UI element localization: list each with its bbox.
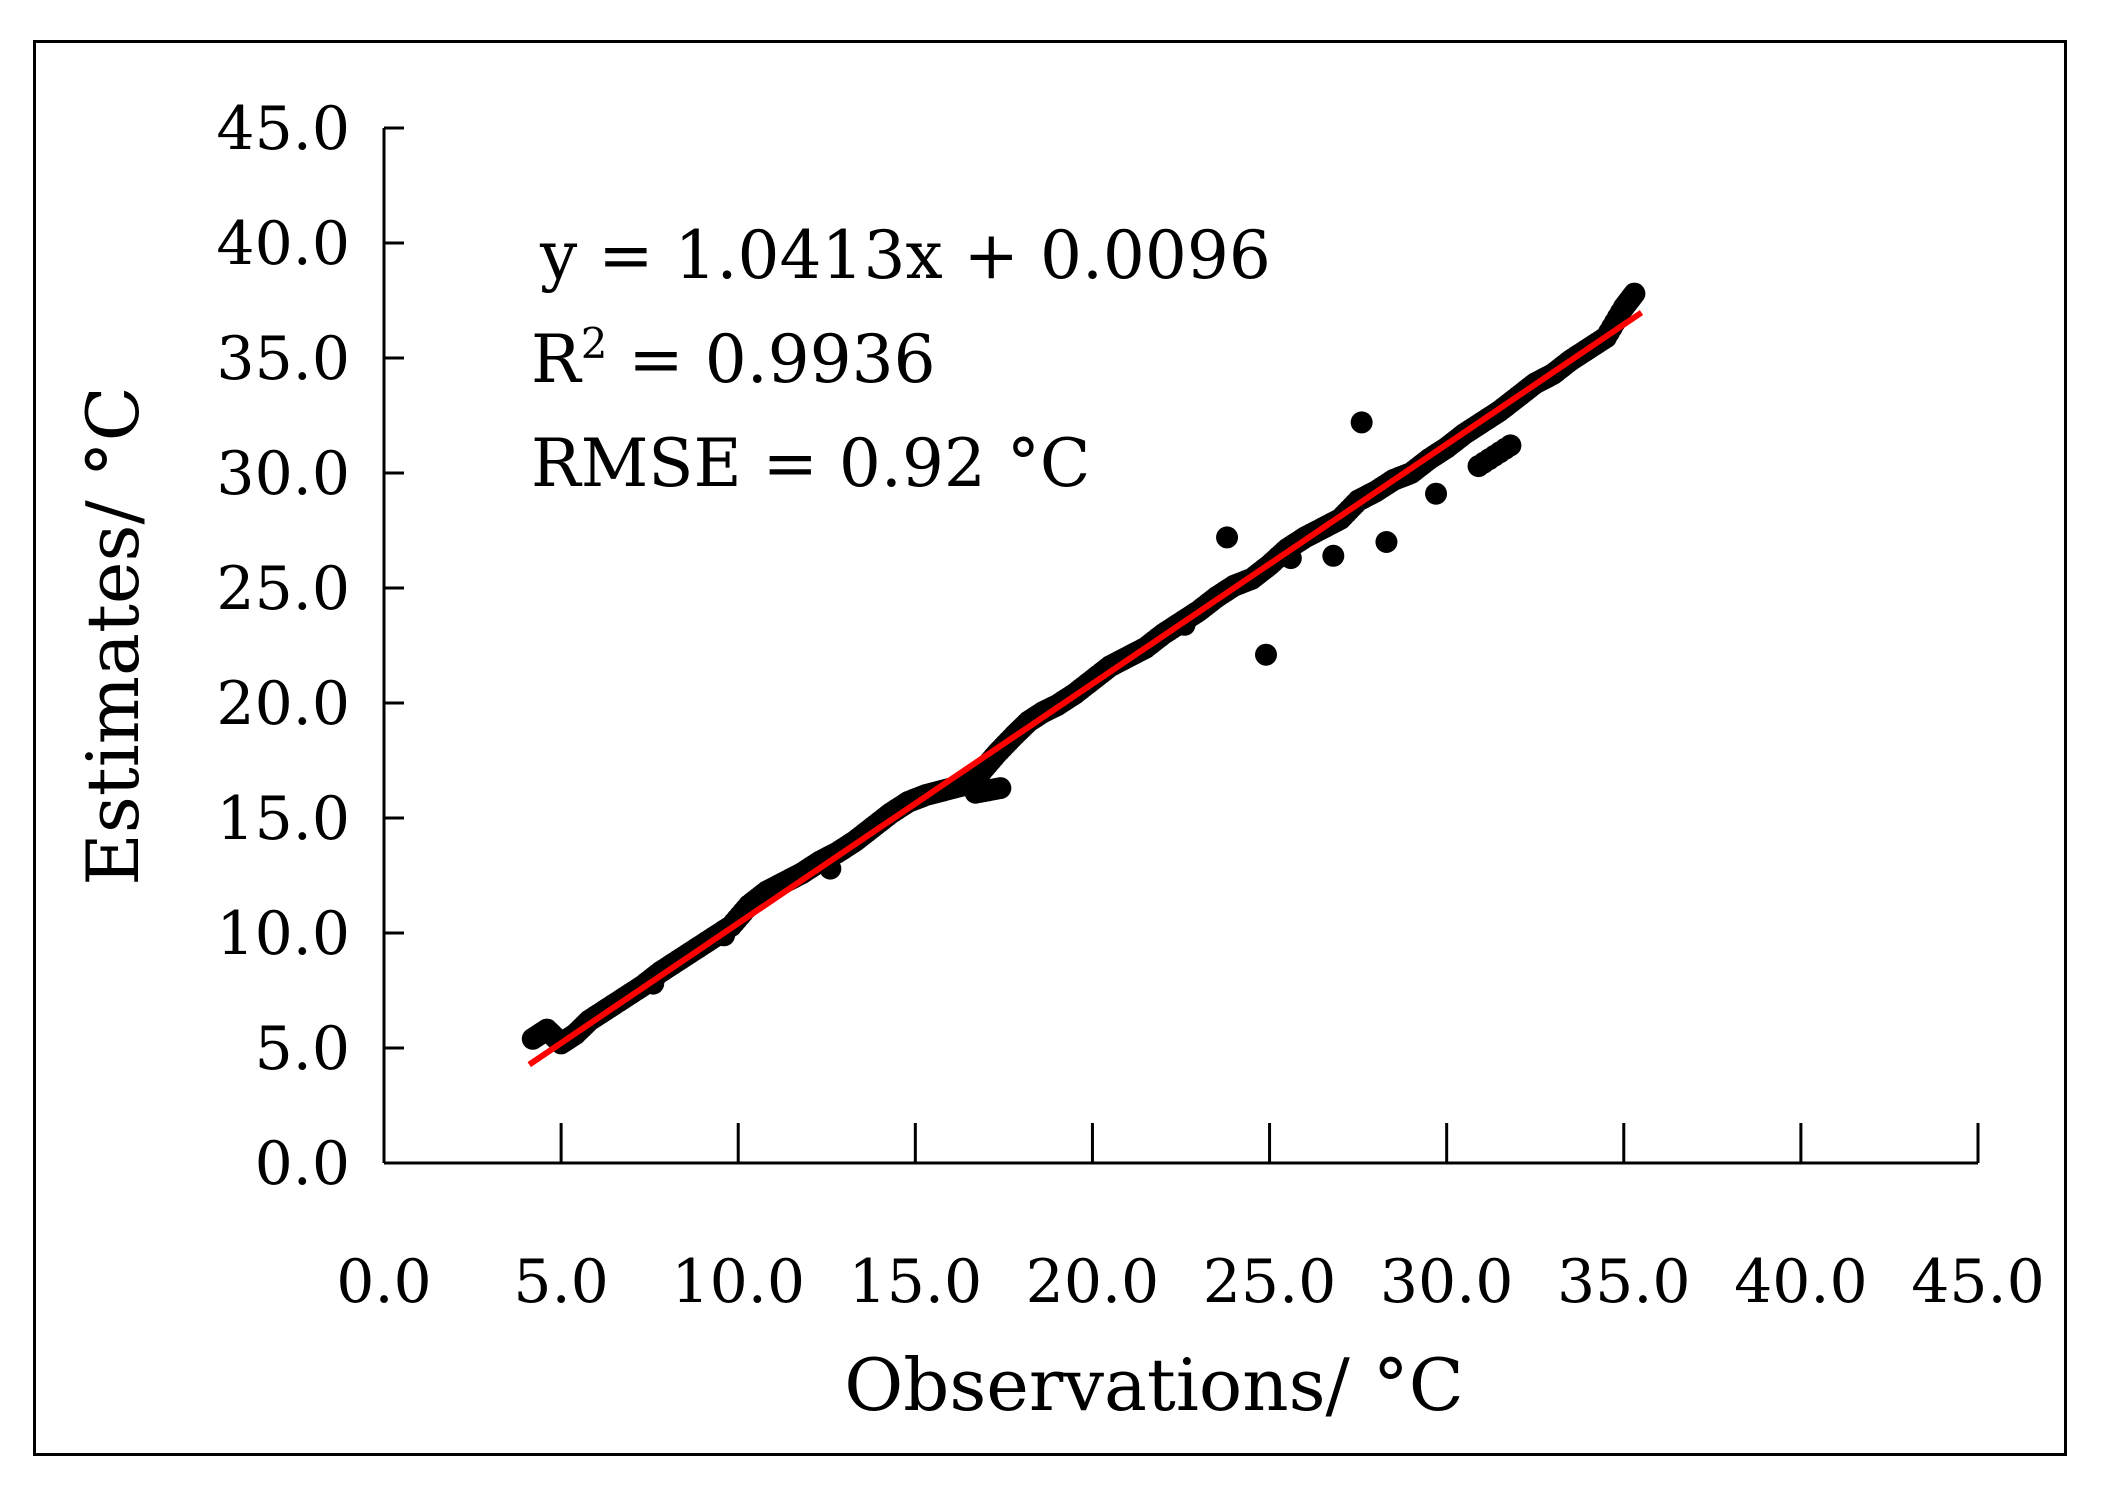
x-tick-label: 35.0 (1557, 1247, 1691, 1317)
data-point (1621, 284, 1644, 307)
x-tick-label: 30.0 (1380, 1247, 1514, 1317)
data-point (1375, 531, 1398, 553)
y-tick-label: 20.0 (216, 669, 350, 739)
x-tick-label: 10.0 (671, 1247, 805, 1317)
data-point (1350, 411, 1373, 434)
axes: 0.05.010.015.020.025.030.035.040.045.0 0… (216, 94, 2044, 1317)
fit-equation-label: y = 1.0413x + 0.0096 (539, 217, 1271, 294)
y-ticks: 0.0 5.0 10.0 15.0 20.0 25.0 30.0 35.0 40.0 45.0 (216, 94, 404, 1199)
data-point (985, 777, 1008, 800)
y-tick-label: 0.0 (255, 1129, 350, 1199)
data-point (1322, 544, 1345, 567)
r-squared-prefix: R (531, 321, 583, 398)
x-tick-label: 40.0 (1734, 1247, 1868, 1317)
y-tick-label: 10.0 (216, 899, 350, 969)
x-tick-label: 25.0 (1203, 1247, 1337, 1317)
data-point (1494, 437, 1517, 460)
x-tick-label: 20.0 (1026, 1247, 1160, 1317)
x-tick-label: 15.0 (849, 1247, 983, 1317)
y-tick-label: 45.0 (216, 94, 350, 164)
y-tick-label: 15.0 (216, 784, 350, 854)
x-tick-label: 45.0 (1911, 1247, 2045, 1317)
data-point (1216, 526, 1239, 549)
data-point (1255, 643, 1278, 666)
y-tick-label: 5.0 (255, 1014, 350, 1084)
y-axis-title: Estimates/ °C (71, 386, 155, 885)
y-tick-label: 40.0 (216, 209, 350, 279)
regression-line (527, 310, 1644, 1068)
r-squared-value: = 0.9936 (607, 321, 935, 398)
data-points (521, 282, 1646, 1055)
y-tick-label: 35.0 (216, 324, 350, 394)
y-tick-label: 30.0 (216, 439, 350, 509)
y-tick-label: 25.0 (216, 554, 350, 624)
x-tick-label: 0.0 (336, 1247, 431, 1317)
r-squared-superscript: 2 (581, 319, 608, 368)
figure-frame (33, 40, 2067, 1456)
x-ticks: 0.0 5.0 10.0 15.0 20.0 25.0 30.0 35.0 40.0 45.0 (336, 1123, 2045, 1317)
x-tick-label: 5.0 (513, 1247, 608, 1317)
x-axis-title: Observations/ °C (844, 1343, 1464, 1427)
r-squared-label: R2 = 0.9936 (531, 319, 936, 398)
data-point (1425, 482, 1448, 505)
rmse-label: RMSE = 0.92 °C (531, 425, 1090, 502)
